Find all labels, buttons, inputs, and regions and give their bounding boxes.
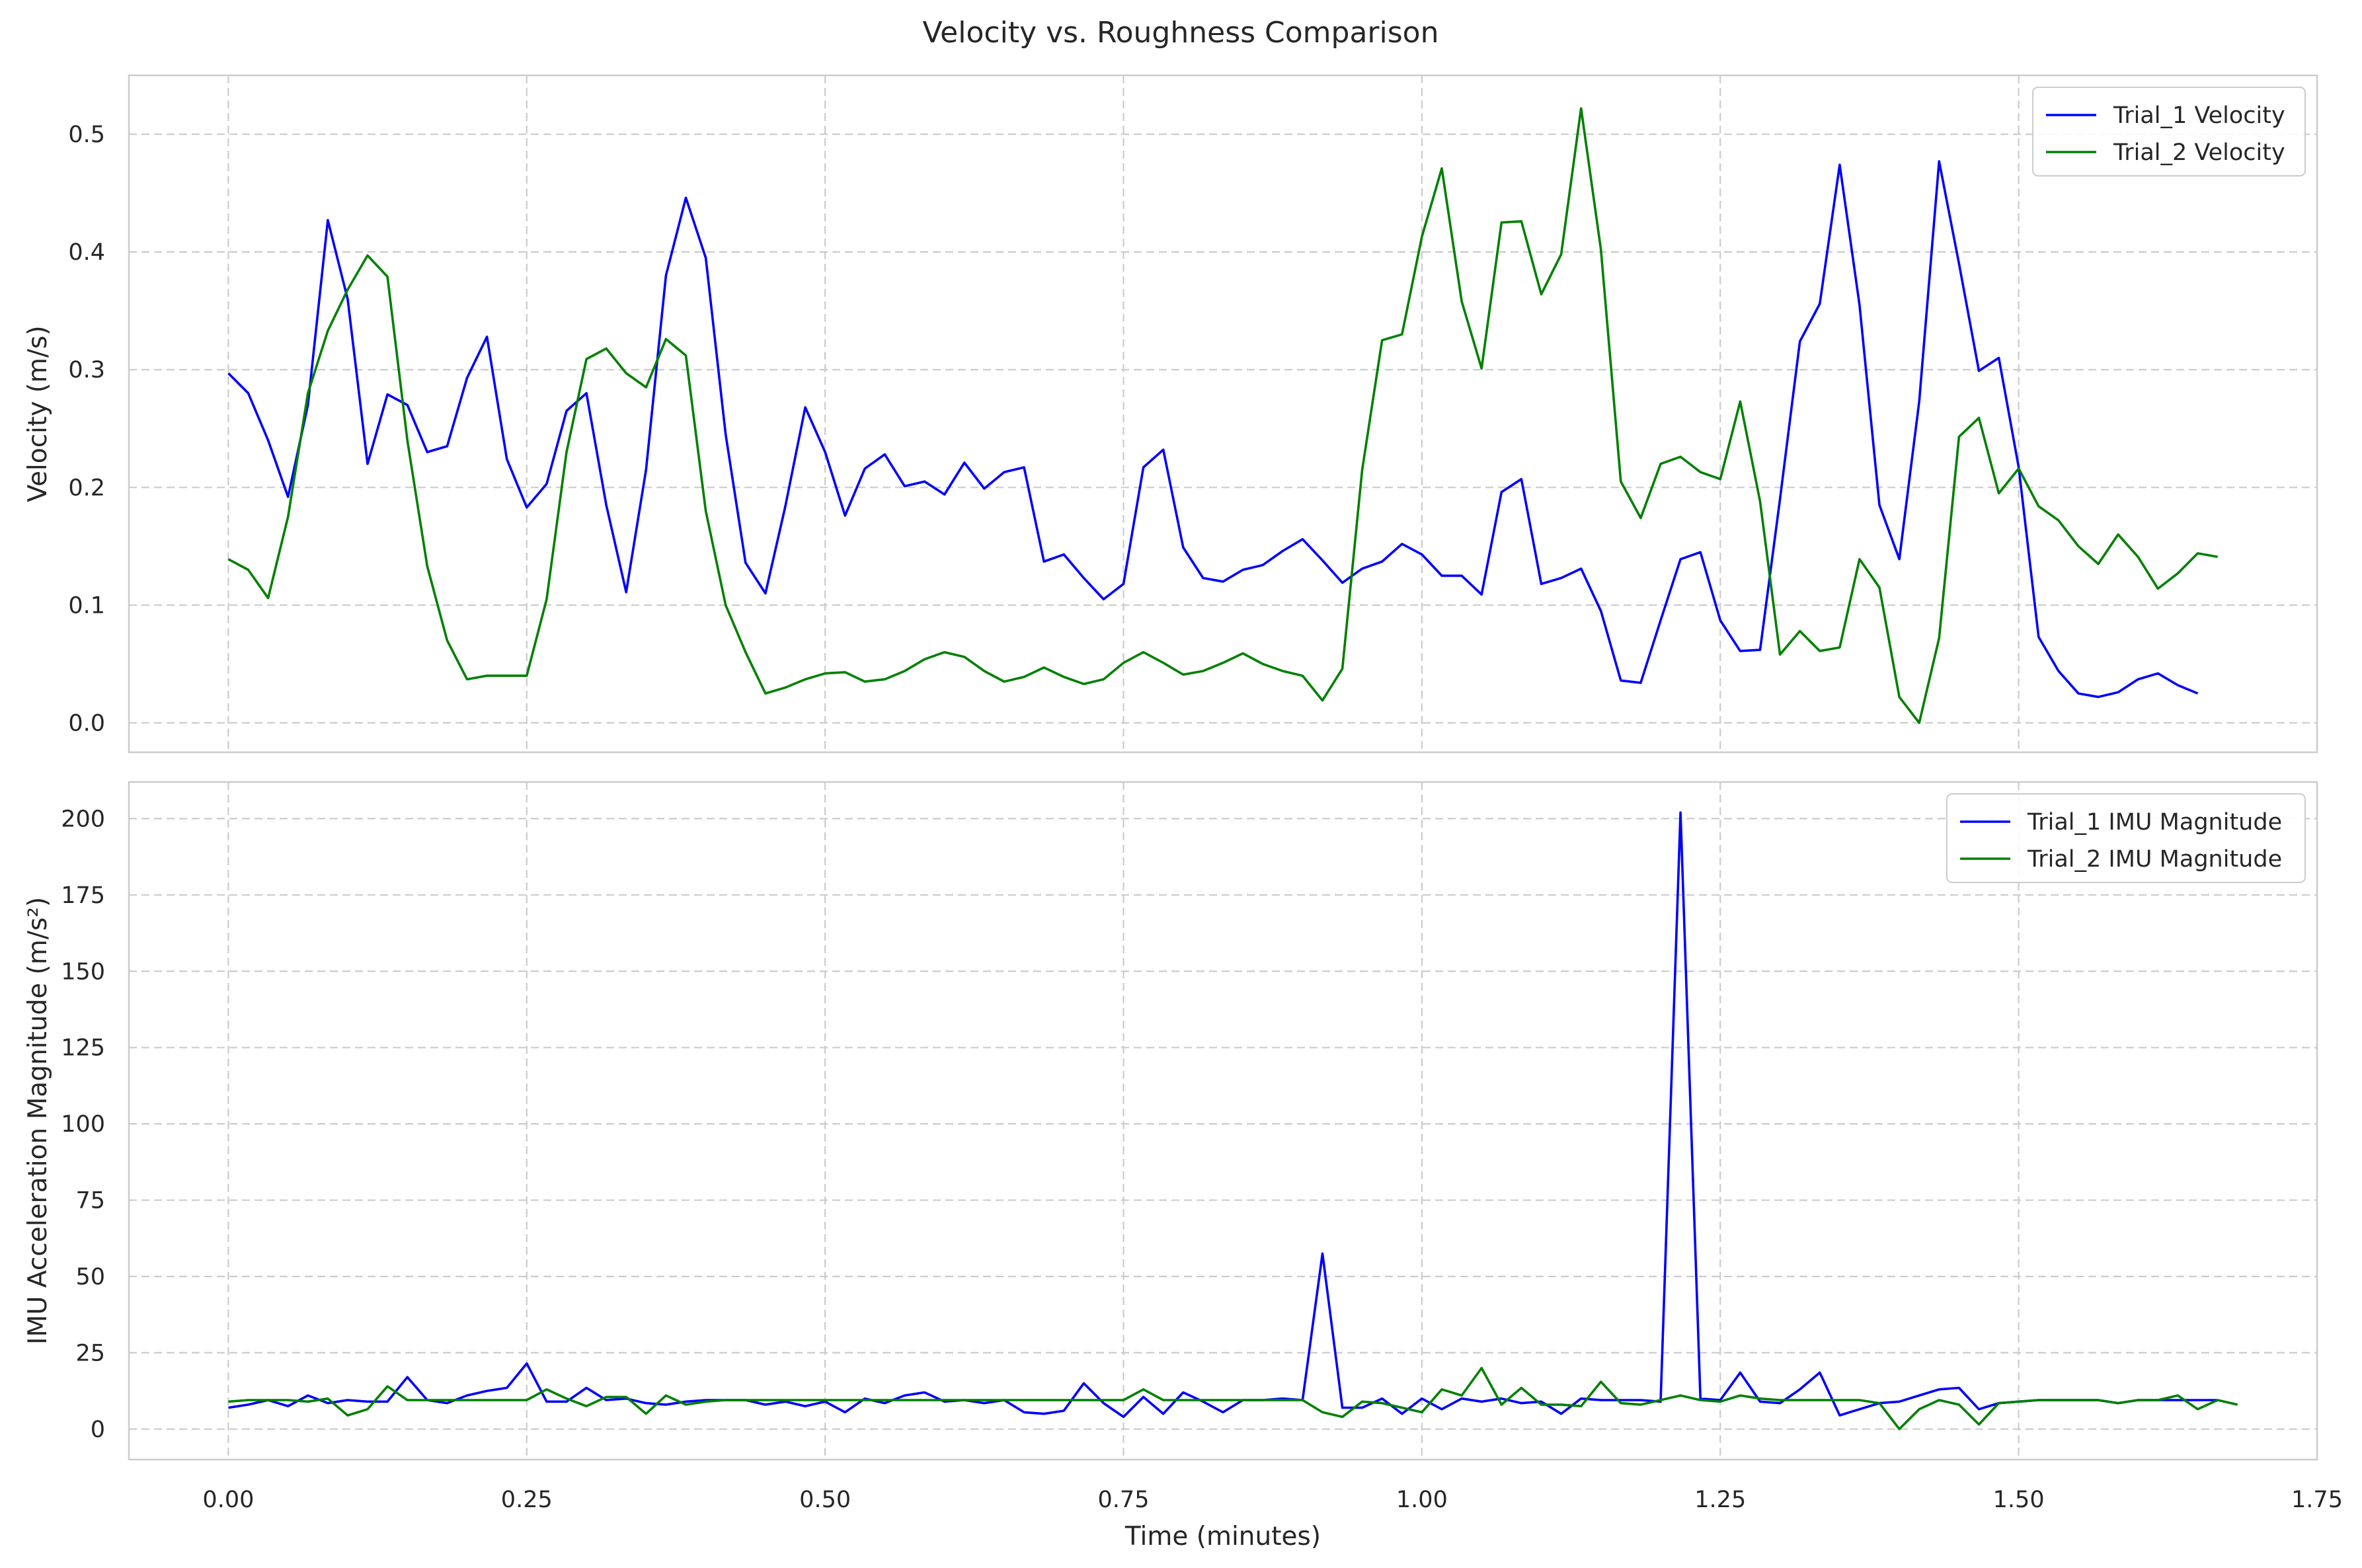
- velocity-y-tick-label: 0.0: [68, 710, 105, 736]
- imu-axes-frame: [128, 781, 2318, 1461]
- imu-legend-box: [1946, 793, 2306, 883]
- velocity-y-axis-label: Velocity (m/s): [23, 325, 53, 502]
- imu-x-axis-label: Time (minutes): [1124, 1522, 1321, 1551]
- imu-y-tick-label: 175: [61, 882, 105, 909]
- imu-x-tick-label: 0.25: [501, 1487, 553, 1513]
- imu-legend: Trial_1 IMU Magnitude Trial_2 IMU Magnitu…: [1946, 793, 2306, 883]
- imu-x-tick-label: 1.75: [2291, 1487, 2343, 1513]
- imu-legend-label-1: Trial_1 IMU Magnitude: [2027, 809, 2282, 836]
- chart-title: Velocity vs. Roughness Comparison: [923, 16, 1439, 50]
- imu-y-tick-label: 150: [61, 959, 105, 985]
- velocity-y-tick-label: 0.1: [68, 592, 105, 619]
- imu-x-tick-label: 0.00: [202, 1487, 254, 1513]
- velocity-y-tick-label: 0.5: [68, 122, 105, 148]
- imu-y-tick-label: 125: [61, 1035, 105, 1062]
- imu-x-tick-label: 1.00: [1396, 1487, 1448, 1513]
- velocity-legend-label-2: Trial_2 Velocity: [2113, 139, 2285, 166]
- velocity-series-line-2: [227, 107, 2218, 725]
- velocity-legend-box: [2032, 87, 2306, 176]
- velocity-panel: 0.0 0.1 0.2 0.3 0.4 0.5 Velocity (m/s) Trial_1 …: [23, 74, 2318, 754]
- velocity-series-line-1: [227, 160, 2199, 699]
- imu-y-tick-label: 0: [91, 1417, 105, 1443]
- imu-x-tick-label: 0.75: [1098, 1487, 1150, 1513]
- velocity-y-tick-label: 0.3: [68, 357, 105, 383]
- imu-y-axis-label: IMU Acceleration Magnitude (m/s²): [23, 897, 53, 1345]
- imu-x-tick-label: 1.25: [1694, 1487, 1746, 1513]
- imu-x-tick-label: 0.50: [799, 1487, 851, 1513]
- imu-series-line-2: [228, 1366, 2238, 1431]
- velocity-axes-frame: [128, 74, 2318, 754]
- velocity-legend-label-1: Trial_1 Velocity: [2113, 102, 2285, 129]
- imu-y-tick-label: 25: [75, 1340, 105, 1366]
- imu-y-tick-label: 75: [75, 1188, 105, 1214]
- imu-y-tick-label: 200: [61, 806, 105, 832]
- imu-y-tick-label: 50: [75, 1264, 105, 1290]
- imu-y-tick-label: 100: [61, 1111, 105, 1138]
- velocity-legend: Trial_1 Velocity Trial_2 Velocity: [2032, 87, 2306, 176]
- imu-legend-label-2: Trial_2 IMU Magnitude: [2027, 846, 2282, 873]
- imu-series-line-1: [228, 811, 2218, 1419]
- velocity-y-tick-label: 0.4: [68, 239, 105, 266]
- imu-magnitude-panel: 0 25 50 75 100 125 150 175 200 0.00 0.25 0.50 0.75 1.…: [23, 781, 2343, 1551]
- velocity-y-tick-label: 0.2: [68, 475, 105, 501]
- imu-x-tick-label: 1.50: [1993, 1487, 2045, 1513]
